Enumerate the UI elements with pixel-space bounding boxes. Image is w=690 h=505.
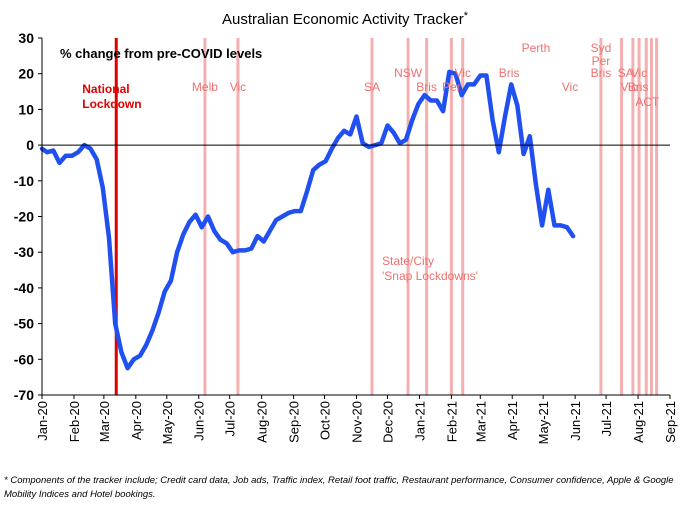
x-tick-label: Feb-20 bbox=[67, 401, 82, 442]
footnote: * Components of the tracker include; Cre… bbox=[4, 475, 674, 500]
snap-lockdown-label: SA bbox=[618, 66, 634, 80]
snap-lockdown-lines bbox=[114, 38, 659, 395]
x-tick-label: Mar-21 bbox=[473, 401, 488, 442]
x-tick-label: Sep-21 bbox=[663, 401, 678, 443]
x-tick-label: Jun-21 bbox=[568, 401, 583, 441]
snap-lockdown-label: Vic bbox=[562, 80, 578, 94]
y-tick-label: -50 bbox=[14, 316, 34, 332]
x-tick-label: Feb-21 bbox=[444, 401, 459, 442]
snap-lockdown-label: Per bbox=[442, 80, 461, 94]
snap-lockdown-label: Per bbox=[592, 54, 611, 68]
activity-tracker-chart: Australian Economic Activity Tracker* 30… bbox=[14, 10, 678, 444]
y-tick-label: 30 bbox=[18, 30, 34, 46]
snap-lockdown-label: Bris bbox=[499, 66, 520, 80]
series-layer bbox=[39, 69, 576, 371]
snap-lockdown-label: Perth bbox=[522, 41, 551, 55]
x-tick-label: Apr-20 bbox=[129, 401, 144, 440]
y-tick-label: -70 bbox=[14, 387, 34, 403]
y-tick-label: -20 bbox=[14, 209, 34, 225]
inner-y-label: % change from pre-COVID levels bbox=[60, 46, 262, 61]
y-tick-label: 20 bbox=[18, 66, 34, 82]
y-tick-label: -10 bbox=[14, 173, 34, 189]
snap-lockdown-label: Bris bbox=[416, 80, 437, 94]
x-tick-label: Jun-20 bbox=[192, 401, 207, 441]
snap-lockdown-label: Melb bbox=[192, 80, 218, 94]
x-tick-label: Sep-20 bbox=[287, 401, 302, 443]
x-tick-label: Nov-20 bbox=[350, 401, 365, 443]
x-tick-label: Apr-21 bbox=[505, 401, 520, 440]
snap-lockdown-label: Bris bbox=[628, 80, 649, 94]
title-asterisk: * bbox=[464, 10, 469, 22]
x-tick-label: May-20 bbox=[160, 401, 175, 444]
plot-area bbox=[42, 38, 670, 395]
snap-lockdown-label: NSW bbox=[394, 66, 423, 80]
y-tick-label: 10 bbox=[18, 101, 34, 117]
plot-background bbox=[42, 38, 670, 395]
snap-lockdown-label: Bris bbox=[591, 66, 612, 80]
activity-series-line bbox=[39, 69, 576, 371]
x-tick-label: Aug-20 bbox=[255, 401, 270, 443]
y-tick-label: -30 bbox=[14, 244, 34, 260]
x-tick-label: Jul-20 bbox=[223, 401, 238, 436]
snap-lockdowns-annotation: State/City bbox=[382, 254, 434, 268]
x-tick-label: Oct-20 bbox=[318, 401, 333, 440]
snap-lockdown-label: Vic bbox=[631, 66, 647, 80]
snap-lockdown-label: SA bbox=[364, 80, 380, 94]
y-tick-label: 0 bbox=[26, 137, 34, 153]
y-tick-label: -60 bbox=[14, 351, 34, 367]
snap-lockdown-label: Vic bbox=[455, 66, 471, 80]
chart-title: Australian Economic Activity Tracker* bbox=[222, 10, 469, 28]
snap-lockdown-label: ACT bbox=[635, 95, 660, 109]
annotation-layer: % change from pre-COVID levels NationalLo… bbox=[60, 41, 660, 283]
x-tick-label: Jul-21 bbox=[599, 401, 614, 436]
national-lockdown-label: Lockdown bbox=[82, 97, 141, 111]
x-tick-label: Jan-21 bbox=[412, 401, 427, 441]
x-tick-label: Dec-20 bbox=[380, 401, 395, 443]
national-lockdown-label: National bbox=[82, 82, 129, 96]
x-tick-label: Aug-21 bbox=[631, 401, 646, 443]
y-tick-label: -40 bbox=[14, 280, 34, 296]
snap-lockdowns-annotation: 'Snap Lockdowns' bbox=[382, 269, 478, 283]
snap-lockdown-label: Vic bbox=[621, 80, 637, 94]
snap-lockdown-label: Syd bbox=[591, 41, 612, 55]
x-tick-label: May-21 bbox=[536, 401, 551, 444]
x-tick-label: Mar-20 bbox=[97, 401, 112, 442]
x-tick-label: Jan-20 bbox=[35, 401, 50, 441]
snap-lockdown-label: Vic bbox=[230, 80, 246, 94]
